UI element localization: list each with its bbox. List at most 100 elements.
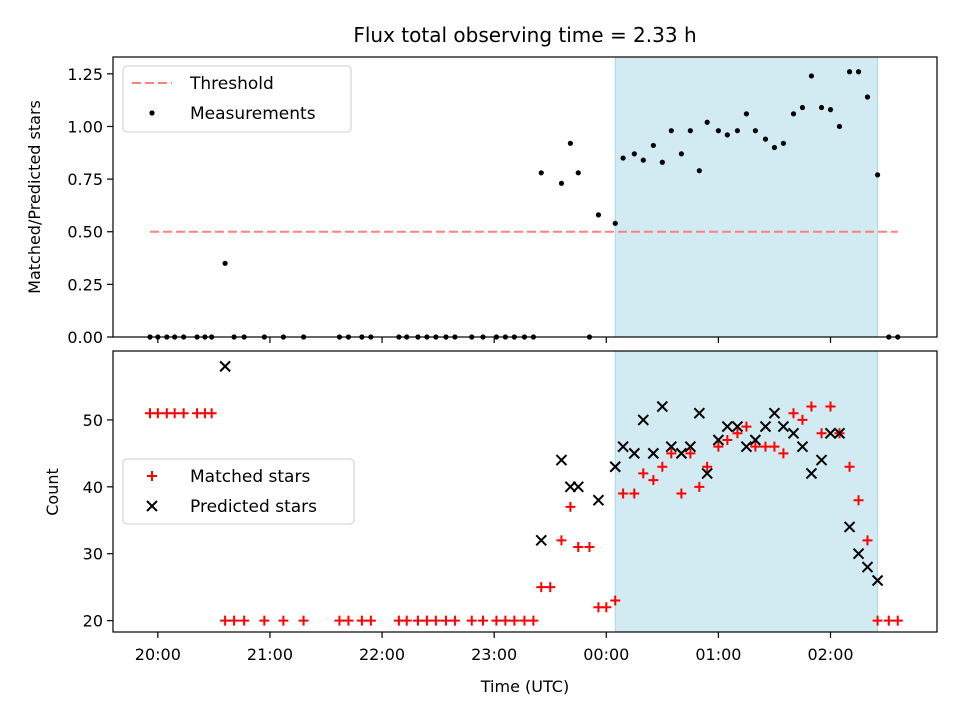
matched-stars-point [449,615,460,626]
plot-frame [112,350,938,633]
predicted-stars-point [637,414,649,426]
y-tick-label: 0.25 [67,275,103,294]
x-tick-label: 02:00 [807,645,853,664]
y-tick-label: 0.50 [67,223,103,242]
matched-stars-point [556,535,567,546]
measurement-point [762,136,769,142]
predicted-stars-point [740,440,753,453]
measurement-point [631,151,637,157]
matched-stars-point [298,615,309,626]
measurement-point [595,212,602,218]
predicted-stars-point [787,427,800,440]
y-tick-label: 50 [83,411,103,430]
predicted-stars-point [675,447,688,460]
x-tick-label: 22:00 [359,645,405,664]
matched-stars-point [573,542,584,553]
x-tick-label: 00:00 [583,645,629,664]
x-tick-label: 21:00 [247,645,293,664]
matched-stars-point [732,428,743,439]
matched-stars-point [169,408,180,419]
matched-stars-point [365,615,376,626]
matched-stars-point [618,488,629,499]
matched-stars-point [788,408,799,419]
measurement-point [538,170,544,176]
predicted-stars-point [712,434,725,446]
matched-stars-point [722,434,733,445]
predicted-stars-point [665,440,678,453]
matched-stars-point [872,615,883,626]
predicted-stars-point [628,447,641,460]
matched-stars-point [466,615,477,626]
matched-stars-point [421,615,432,626]
measurement-point [743,111,750,117]
legend-box [122,65,352,133]
matched-stars-point [629,488,640,499]
measurement-point [678,151,684,157]
matched-stars-point [892,615,903,626]
predicted-stars-point [824,427,837,440]
measurement-point [864,94,871,100]
top-y-axis-label: Matched/Predicted stars [25,100,44,294]
matched-stars-point [343,615,354,626]
predicted-stars-point [843,521,856,533]
matched-stars-point [769,441,780,452]
matched-stars-point [760,441,771,452]
measurement-point [818,104,825,111]
predicted-stars-point [592,494,605,506]
matched-stars-point [750,441,761,452]
predicted-stars-point [721,420,734,433]
measurement-point [704,119,710,125]
predicted-stars-point [701,467,713,480]
legend-label: Matched stars [190,467,310,487]
predicted-stars-point [749,434,762,446]
matched-stars-point [666,448,677,459]
y-tick-label: 30 [83,545,103,564]
measurement-point [780,140,787,146]
matched-stars-point [519,615,530,626]
matched-stars-point [601,602,612,613]
measurement-point [827,107,834,113]
matched-stars-point [638,468,649,479]
observing-window-span [614,350,879,633]
matched-stars-point [584,542,595,553]
measurement-point [668,128,674,134]
matched-stars-point [883,615,894,626]
matched-stars-point [685,448,696,459]
x-tick-label: 01:00 [695,645,741,664]
predicted-stars-point [861,561,874,573]
x-tick-label: 23:00 [471,645,517,664]
bottom-y-axis-label: Count [43,468,62,516]
matched-stars-point [657,461,668,472]
matched-stars-point [401,615,412,626]
matched-stars-point [610,595,621,606]
matched-stars-point [430,615,441,626]
matched-stars-point [862,535,873,546]
predicted-stars-point [871,574,884,587]
y-tick-label: 1.25 [67,65,103,84]
measurement-point [808,73,815,79]
predicted-stars-point [555,454,568,466]
chart-title: Flux total observing time = 2.33 h [353,23,696,47]
measurement-point [558,180,565,186]
predicted-stars-point [535,534,547,547]
legend-label: Threshold [189,74,274,94]
measurement-point [715,128,721,134]
predicted-stars-point [796,440,809,453]
matched-stars-point [853,495,864,506]
measurement-point [650,142,656,149]
predicted-stars-point [805,467,818,480]
measurement-point [724,132,730,138]
measurement-point [771,144,778,151]
measurement-point [799,104,806,111]
matched-stars-point [536,582,547,593]
plot-frame [112,56,938,338]
matched-stars-point [500,615,511,626]
predicted-stars-point [656,400,669,413]
x-tick-label: 20:00 [135,645,181,664]
y-tick-label: 20 [83,612,103,631]
measurement-point [640,157,646,163]
matched-stars-point [676,488,687,499]
measurement-point [836,123,843,130]
measurement-point [790,111,797,117]
